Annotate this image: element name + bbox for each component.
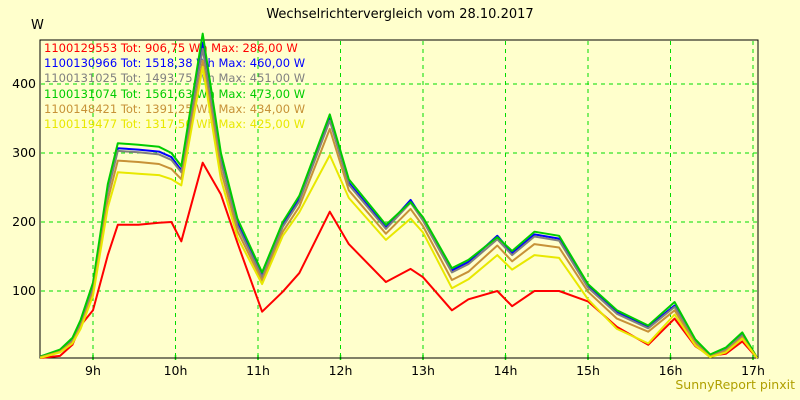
- legend-entry: 1100129553 Tot: 906,75 Wh Max: 286,00 W: [44, 41, 298, 55]
- x-axis-tick-label: 17h: [741, 363, 765, 378]
- y-axis-unit-label: W: [31, 18, 44, 33]
- chart-title: Wechselrichtervergleich vom 28.10.2017: [266, 7, 534, 22]
- legend-entry: 1100119477 Tot: 1317,50 Wh Max: 425,00 W: [44, 117, 306, 132]
- x-axis-tick-label: 11h: [246, 363, 270, 378]
- y-axis-tick-label: 100: [12, 283, 36, 298]
- legend-entry: 1100131025 Tot: 1493,75 Wh Max: 451,00 W: [44, 71, 306, 86]
- legend-entry: 1100130966 Tot: 1518,38 Wh Max: 460,00 W: [44, 56, 306, 71]
- legend-entry: 1100131074 Tot: 1561,63 Wh Max: 473,00 W: [44, 86, 306, 101]
- x-axis-tick-label: 9h: [85, 363, 101, 378]
- legend-entry: 1100148421 Tot: 1391,25 Wh Max: 434,00 W: [44, 101, 306, 116]
- y-axis-tick-label: 200: [12, 214, 36, 229]
- y-axis-tick-label: 300: [12, 145, 36, 160]
- y-axis-tick-label: 400: [12, 76, 36, 91]
- x-axis-tick-label: 15h: [576, 363, 600, 378]
- x-axis-tick-label: 12h: [328, 363, 353, 378]
- footer-brand: SunnyReport pinxit: [675, 377, 795, 392]
- series-line-1100129553: [40, 161, 758, 359]
- x-axis-tick-label: 13h: [411, 363, 435, 378]
- x-axis-tick-label: 16h: [658, 363, 683, 378]
- x-axis-tick-label: 10h: [163, 363, 188, 378]
- x-axis-tick-label: 14h: [493, 363, 518, 378]
